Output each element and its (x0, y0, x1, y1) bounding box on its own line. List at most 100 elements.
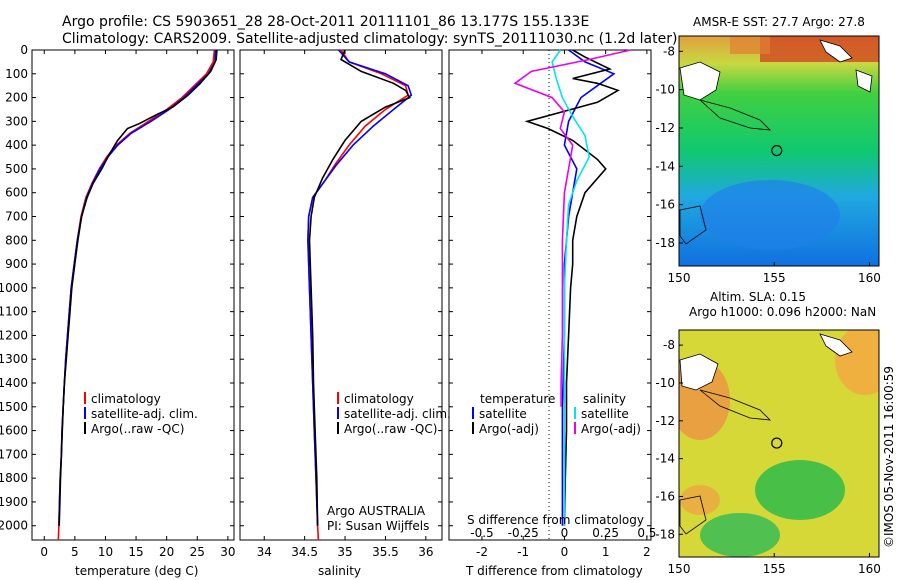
figure-title-line2: Climatology: CARS2009. Satellite-adjuste… (62, 31, 678, 47)
sst-coastlines (679, 39, 873, 245)
map-x-tick-label: 155 (763, 562, 786, 576)
y-tick-label: 1400 (0, 376, 28, 390)
x-tick-label: 30 (220, 545, 235, 559)
sla-low-patch (755, 460, 845, 520)
x-tick-label: -2 (476, 545, 488, 559)
figure-title-line1: Argo profile: CS 5903651_28 28-Oct-2011 … (62, 14, 590, 30)
map-y-tick-label: -18 (655, 527, 675, 541)
sst-warm-patch-2 (730, 36, 770, 54)
legend-label-s-satellite: satellite (581, 407, 629, 421)
map-x-tick-label: 160 (858, 562, 881, 576)
map-y-tick-label: -8 (663, 338, 675, 352)
x-tick-label: 15 (128, 545, 143, 559)
y-tick-label: 100 (5, 67, 28, 81)
y-tick-label: 700 (5, 210, 28, 224)
difference-xlabel-top: S difference from climatology (467, 513, 644, 527)
temperature-xlabel: temperature (deg C) (75, 564, 198, 578)
x-tick-label: 36 (418, 545, 433, 559)
x-tick-label: 35 (337, 545, 352, 559)
x-tick-label: 0 (40, 545, 48, 559)
legend-label-t-satellite: satellite (479, 407, 527, 421)
series-line-argo-raw-qc- (58, 49, 218, 526)
sst-map-title: AMSR-E SST: 27.7 Argo: 27.8 (693, 15, 865, 29)
map-x-tick-label: 155 (763, 271, 786, 285)
x-top-tick-label: -0.5 (470, 526, 493, 540)
sla-map-title-line1: Altim. SLA: 0.15 (710, 290, 806, 304)
map-y-tick-label: -14 (655, 452, 675, 466)
y-tick-label: 2000 (0, 519, 28, 533)
x-tick-label: 10 (98, 545, 113, 559)
map-y-tick-label: -8 (663, 44, 675, 58)
map-y-tick-label: -10 (655, 83, 675, 97)
legend-label-argo: Argo(..raw -QC) (344, 422, 437, 436)
y-tick-label: 500 (5, 162, 28, 176)
y-tick-label: 900 (5, 257, 28, 271)
salinity-axes-frame (239, 49, 443, 541)
series-line-climatology (57, 49, 216, 541)
y-tick-label: 1300 (0, 352, 28, 366)
sla-high-patch-3 (680, 485, 720, 515)
difference-xlabel: T difference from climatology (465, 564, 643, 578)
x-tick-label: 34 (257, 545, 272, 559)
argo-position-marker (771, 437, 783, 449)
y-tick-label: 800 (5, 233, 28, 247)
legend-header-temperature: temperature (480, 392, 555, 406)
series-line-satellite (551, 49, 591, 526)
series-line-argo-adj- (524, 49, 620, 526)
series-line-satellite-adj-clim- (307, 49, 413, 526)
y-tick-label: 1900 (0, 495, 28, 509)
x-top-tick-label: -0.25 (508, 526, 539, 540)
salinity-annotation-pi: PI: Susan Wijffels (327, 519, 429, 533)
temperature-panel: 0100200300400500600700800900100011001200… (0, 43, 236, 578)
imos-stamp: ©IMOS 05-Nov-2011 16:00:59 (882, 366, 896, 548)
map-y-tick-label: -18 (655, 236, 675, 250)
series-line-argo-adj- (513, 49, 631, 407)
legend-label-climatology: climatology (91, 392, 161, 406)
legend-label-s-argo: Argo(-adj) (581, 422, 641, 436)
difference-axes-frame (448, 49, 652, 541)
x-tick-label: -1 (517, 545, 529, 559)
sla-map-frame (678, 329, 880, 558)
series-line-satellite-adj-clim- (58, 49, 217, 526)
salinity-legend: climatology satellite-adj. clim. Argo(..… (337, 392, 451, 436)
x-tick-label: 2 (643, 545, 651, 559)
map-y-tick-label: -14 (655, 159, 675, 173)
x-top-tick-label: 0.25 (592, 526, 619, 540)
y-tick-label: 0 (20, 43, 28, 57)
series-line-satellite (561, 49, 616, 526)
x-tick-label: 35.5 (372, 545, 399, 559)
salinity-panel: 34 34.5 35 35.5 36 climatology satellite-adj… (239, 49, 451, 578)
x-tick-label: 0 (561, 545, 569, 559)
map-y-tick-label: -10 (655, 376, 675, 390)
sla-coastlines (679, 333, 853, 535)
argo-position-marker (771, 144, 783, 157)
y-tick-label: 300 (5, 114, 28, 128)
sst-map-frame (678, 35, 880, 267)
y-tick-label: 200 (5, 91, 28, 105)
x-tick-label: 20 (159, 545, 174, 559)
x-top-tick-label: 0 (561, 526, 569, 540)
x-tick-label: 5 (71, 545, 79, 559)
x-tick-label: 25 (190, 545, 205, 559)
difference-legend: temperature salinity satellite Argo(-adj… (472, 392, 641, 436)
sla-low-patch-2 (700, 513, 780, 557)
sst-map-panel: AMSR-E SST: 27.7 Argo: 27.8 150 155 160 -8 -… (655, 15, 881, 285)
map-x-tick-label: 160 (858, 271, 881, 285)
salinity-annotation-institution: Argo AUSTRALIA (327, 504, 426, 518)
series-line-climatology (307, 49, 410, 541)
legend-label-t-argo: Argo(-adj) (479, 422, 539, 436)
y-tick-label: 1500 (0, 400, 28, 414)
legend-label-satellite: satellite-adj. clim. (91, 407, 198, 421)
sst-cool-patch (700, 180, 840, 250)
map-y-tick-label: -16 (655, 198, 675, 212)
temperature-legend: climatology satellite-adj. clim. Argo(..… (84, 392, 198, 436)
map-x-tick-label: 150 (668, 562, 691, 576)
map-y-tick-label: -12 (655, 414, 675, 428)
legend-label-argo: Argo(..raw -QC) (91, 422, 184, 436)
legend-label-satellite: satellite-adj. clim. (344, 407, 451, 421)
difference-panel: -2 -1 0 1 2 temperature salinity satellite A… (448, 49, 656, 578)
x-tick-label: 1 (602, 545, 610, 559)
salinity-xlabel: salinity (318, 564, 361, 578)
sla-map-title-line2: Argo h1000: 0.096 h2000: NaN (689, 305, 876, 319)
